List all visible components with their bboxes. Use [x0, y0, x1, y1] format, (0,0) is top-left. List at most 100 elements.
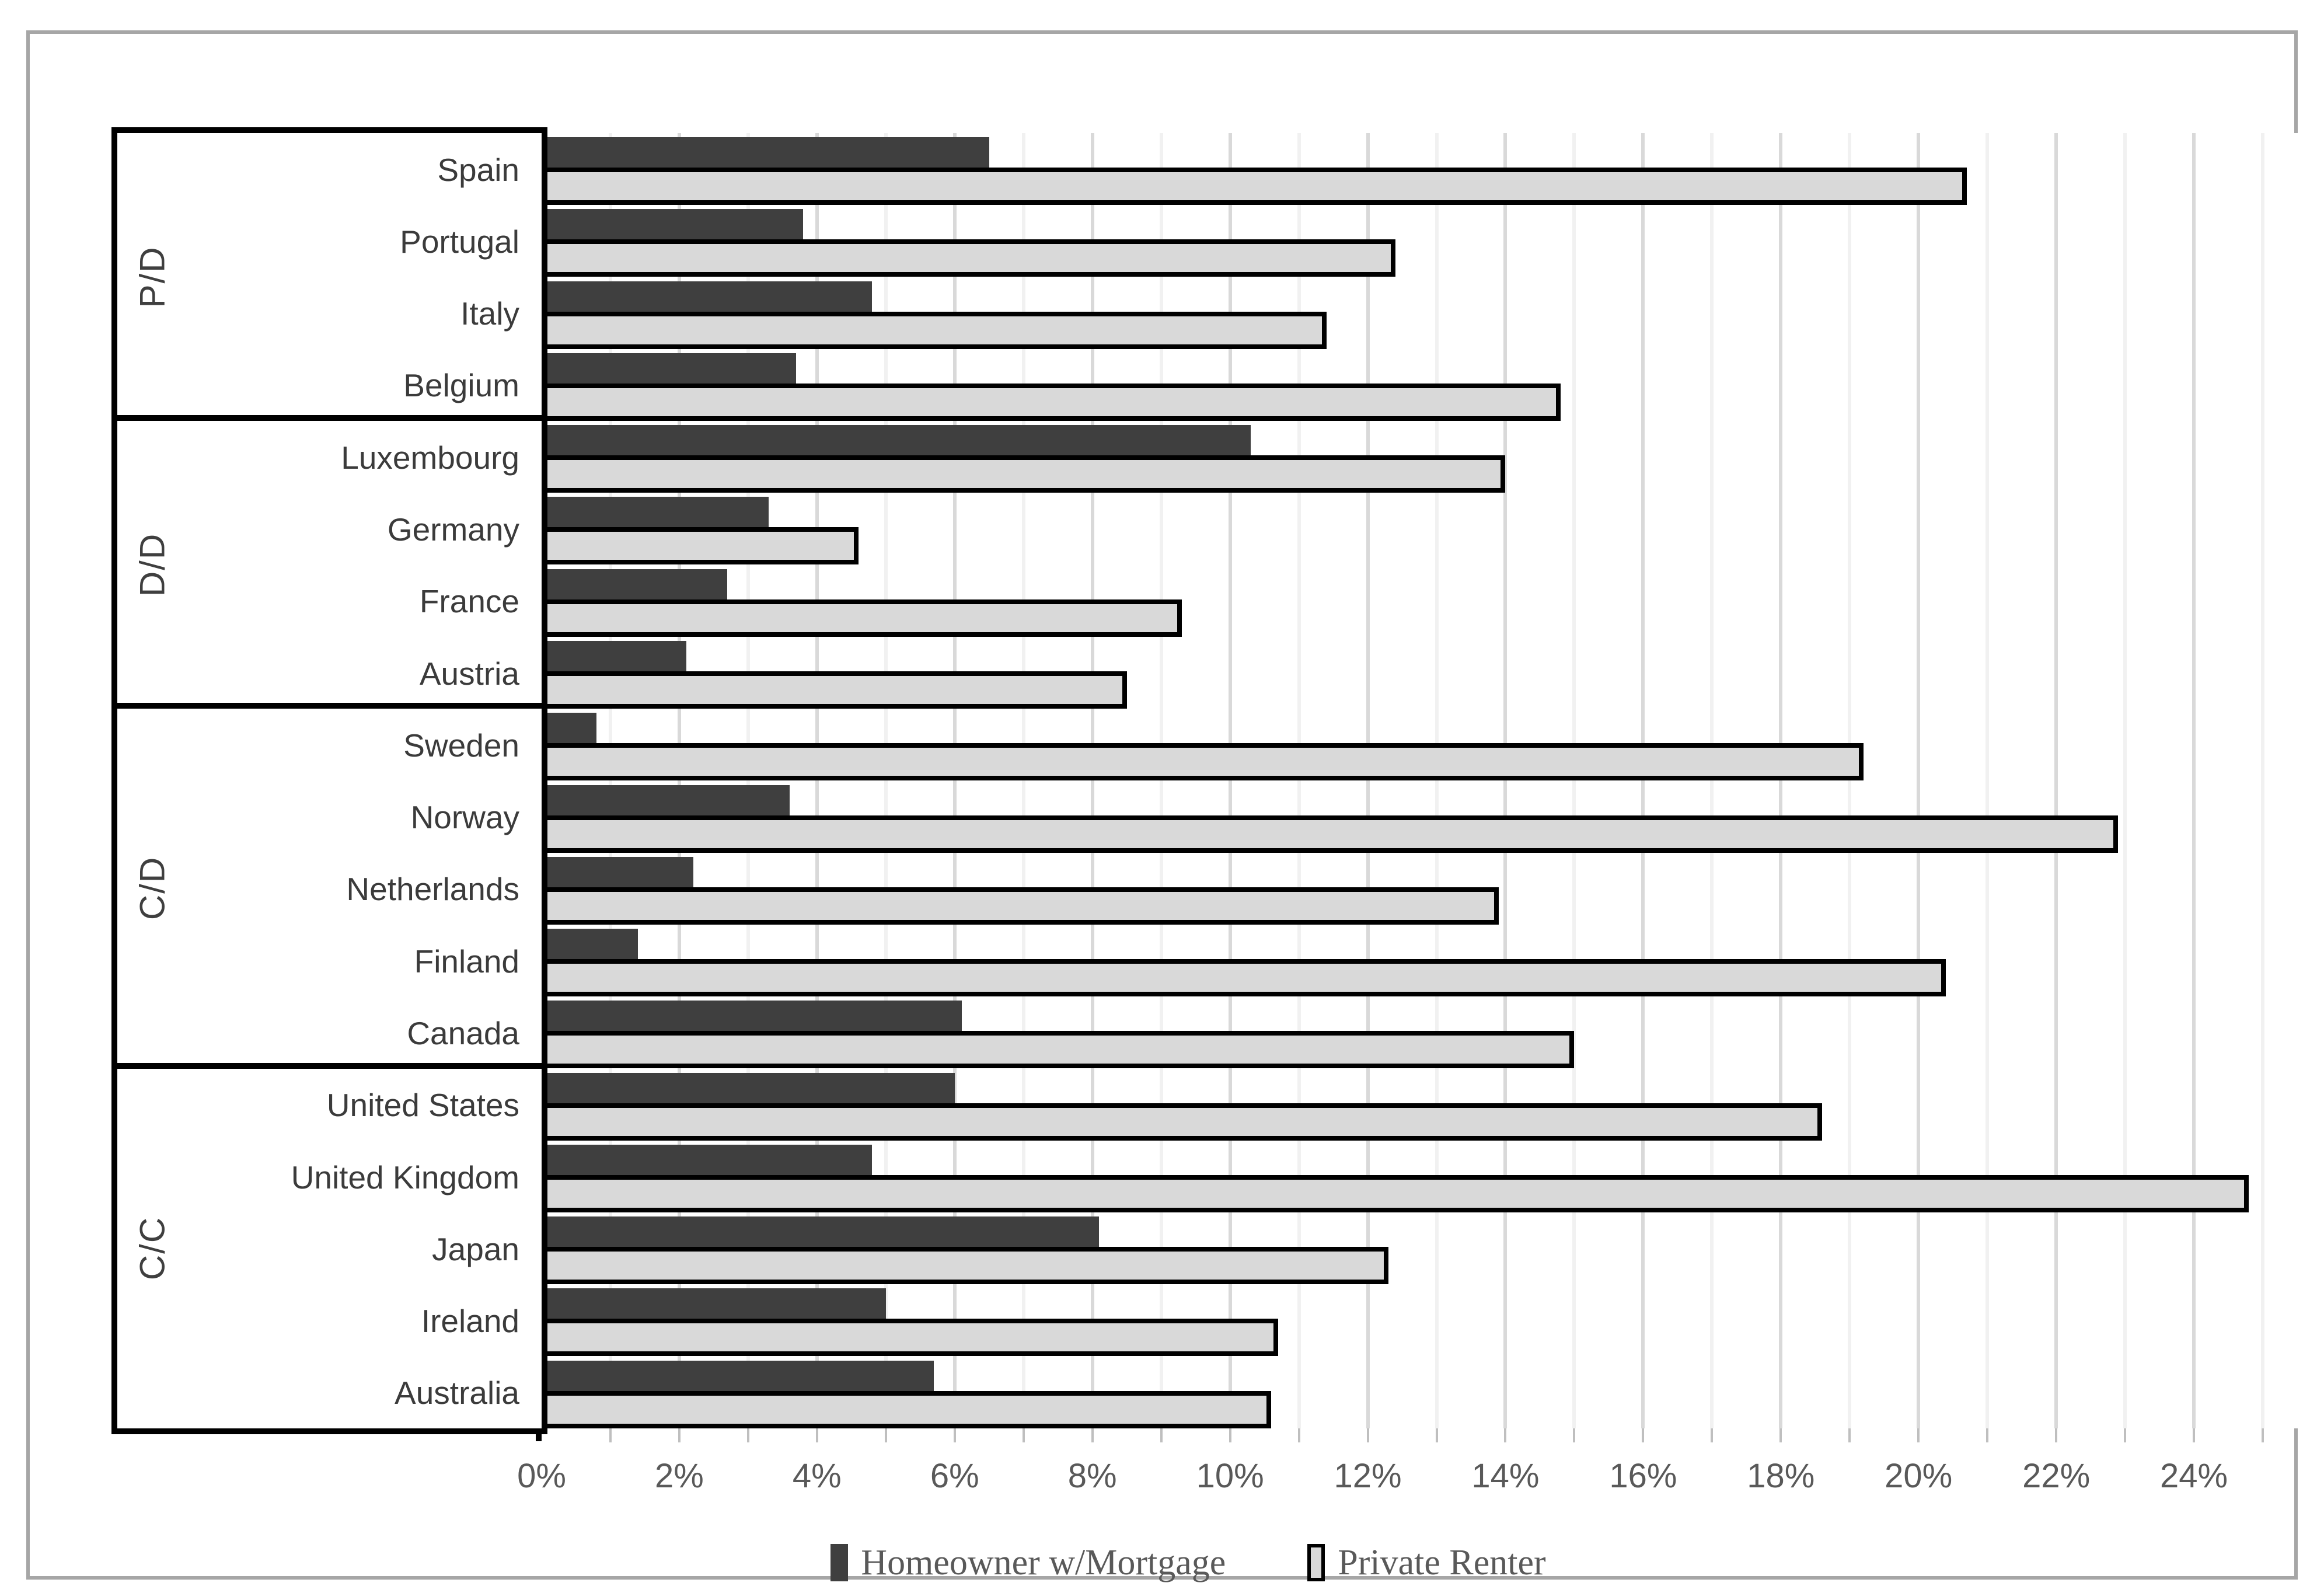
legend-item-homeowner: Homeowner w/Mortgage [831, 1542, 1226, 1584]
axis-tick-15pct [1573, 1428, 1576, 1442]
axis-tick-16pct [1642, 1428, 1645, 1442]
gridline-23pct [2123, 133, 2127, 1428]
country-label-germany: Germany [387, 511, 519, 548]
bar-homeowner-ireland [542, 1288, 886, 1319]
group-label-d-d: D/D [132, 532, 172, 597]
country-label-australia: Australia [395, 1375, 519, 1411]
country-label-norway: Norway [410, 799, 519, 836]
group-label-c-c: C/C [132, 1216, 172, 1280]
tick-label-2pct: 2% [655, 1457, 704, 1495]
axis-tick-17pct [1711, 1428, 1714, 1442]
gridline-22pct [2054, 133, 2058, 1428]
gridline-16pct [1641, 133, 1645, 1428]
axis-tick-24pct [2193, 1428, 2196, 1442]
homeowner-swatch-icon [831, 1544, 849, 1581]
bar-homeowner-finland [542, 929, 638, 960]
axis-tick-2pct [678, 1428, 681, 1442]
bar-renter-canada [542, 1031, 1575, 1069]
bar-renter-austria [542, 671, 1127, 709]
axis-tick-21pct [1986, 1428, 1989, 1442]
gridline-8pct [1090, 133, 1094, 1428]
bar-renter-australia [542, 1390, 1272, 1428]
country-label-sweden: Sweden [403, 727, 519, 764]
gridline-1pct [608, 133, 612, 1428]
gridline-19pct [1848, 133, 1852, 1428]
tick-label-18pct: 18% [1747, 1457, 1815, 1495]
country-label-spain: Spain [437, 151, 519, 188]
country-label-united-states: United States [326, 1087, 519, 1124]
country-label-italy: Italy [460, 295, 519, 332]
axis-tick-7pct [1022, 1428, 1025, 1442]
axis-tick-9pct [1160, 1428, 1163, 1442]
gridline-4pct [815, 133, 819, 1428]
bar-renter-belgium [542, 383, 1561, 421]
tick-label-8pct: 8% [1067, 1457, 1117, 1495]
axis-tick-12pct [1366, 1428, 1369, 1442]
renter-swatch-icon [1307, 1544, 1325, 1581]
group-label-c-d: C/D [132, 856, 172, 921]
bar-homeowner-norway [542, 785, 790, 815]
bar-renter-luxembourg [542, 455, 1506, 493]
country-label-luxembourg: Luxembourg [341, 439, 519, 476]
bar-renter-netherlands [542, 887, 1499, 925]
axis-tick-18pct [1779, 1428, 1782, 1442]
axis-tick-25pct [2262, 1428, 2264, 1442]
legend: Homeowner w/Mortgage Private Renter [56, 1539, 2320, 1586]
tick-label-16pct: 16% [1609, 1457, 1677, 1495]
axis-tick-19pct [1848, 1428, 1851, 1442]
gridline-20pct [1917, 133, 1921, 1428]
gridline-24pct [2192, 133, 2196, 1428]
gridline-3pct [746, 133, 750, 1428]
gridline-10pct [1228, 133, 1232, 1428]
gridline-21pct [1985, 133, 1990, 1428]
country-label-japan: Japan [432, 1231, 519, 1267]
bar-homeowner-italy [542, 281, 873, 312]
tick-label-22pct: 22% [2022, 1457, 2091, 1495]
gridline-17pct [1710, 133, 1714, 1428]
bar-homeowner-canada [542, 1001, 962, 1031]
axis-tick-14pct [1504, 1428, 1507, 1442]
group-box-c-c [111, 1062, 547, 1434]
group-box-d-d [111, 415, 547, 715]
bar-renter-sweden [542, 743, 1864, 781]
axis-tick-20pct [1917, 1428, 1920, 1442]
gridline-18pct [1779, 133, 1783, 1428]
bar-renter-germany [542, 527, 859, 565]
gridline-6pct [952, 133, 957, 1428]
bar-homeowner-belgium [542, 353, 797, 384]
axis-tick-23pct [2124, 1428, 2127, 1442]
bar-renter-spain [542, 168, 1967, 205]
country-label-canada: Canada [407, 1015, 519, 1051]
axis-tick-4pct [815, 1428, 818, 1442]
axis-tick-0pct [536, 1428, 542, 1441]
bar-homeowner-netherlands [542, 856, 693, 887]
group-box-c-d [111, 703, 547, 1075]
axis-tick-10pct [1229, 1428, 1231, 1442]
tick-label-10pct: 10% [1196, 1457, 1264, 1495]
bar-homeowner-portugal [542, 209, 804, 240]
bar-renter-italy [542, 311, 1327, 349]
group-box-p-d [111, 127, 547, 427]
bar-homeowner-germany [542, 497, 769, 528]
gridline-9pct [1159, 133, 1163, 1428]
gridline-25pct [2261, 133, 2265, 1428]
axis-tick-22pct [2055, 1428, 2058, 1442]
tick-label-4pct: 4% [792, 1457, 842, 1495]
bar-renter-united-kingdom [542, 1174, 2249, 1212]
country-label-ireland: Ireland [421, 1303, 519, 1340]
bar-homeowner-united-states [542, 1072, 955, 1103]
bar-homeowner-united-kingdom [542, 1144, 873, 1175]
tick-label-24pct: 24% [2160, 1457, 2228, 1495]
bar-homeowner-luxembourg [542, 425, 1251, 456]
axis-tick-13pct [1435, 1428, 1438, 1442]
gridline-15pct [1572, 133, 1576, 1428]
country-label-france: France [419, 583, 519, 620]
gridline-2pct [677, 133, 681, 1428]
bar-homeowner-spain [542, 137, 989, 168]
gridline-11pct [1297, 133, 1301, 1428]
tick-label-6pct: 6% [930, 1457, 979, 1495]
country-label-austria: Austria [419, 655, 519, 692]
bar-renter-portugal [542, 239, 1395, 277]
bar-homeowner-sweden [542, 713, 597, 744]
